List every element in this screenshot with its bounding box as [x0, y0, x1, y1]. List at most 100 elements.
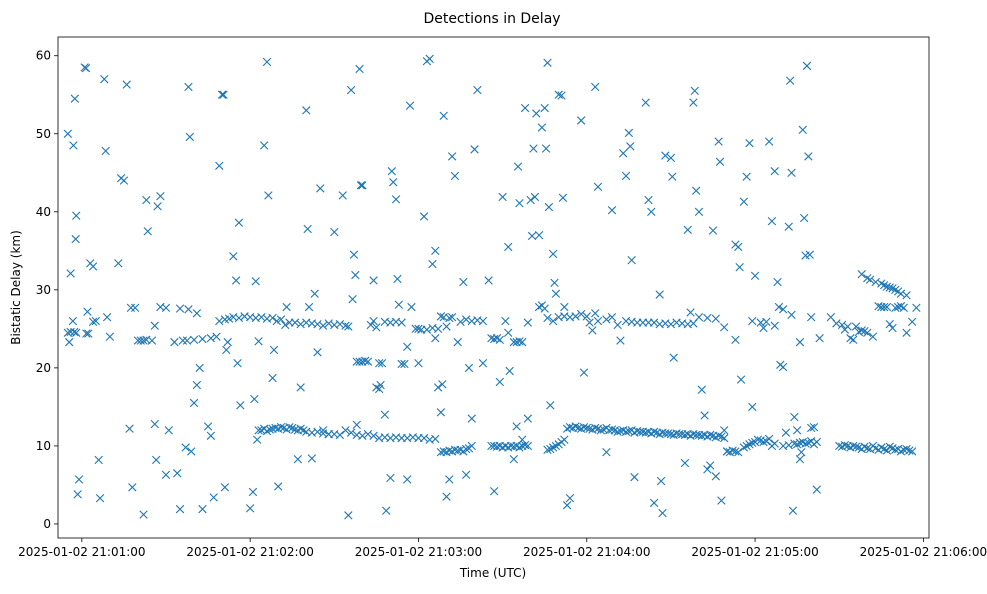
detection-point — [156, 192, 165, 201]
detection-point — [439, 111, 448, 121]
detection-point — [84, 329, 93, 338]
detection-point — [70, 94, 80, 103]
detection-point — [690, 86, 699, 96]
detection-point — [778, 305, 788, 314]
detection-point — [150, 321, 159, 330]
detection-point — [387, 167, 397, 176]
detection-point — [837, 320, 847, 330]
detection-point — [341, 426, 350, 435]
detection-point — [209, 493, 218, 502]
detection-point — [582, 423, 591, 433]
detection-point — [851, 322, 861, 331]
detection-point — [324, 319, 333, 328]
detection-point — [414, 359, 423, 368]
detection-point — [534, 231, 544, 240]
detection-point — [784, 440, 793, 450]
detection-point — [355, 64, 364, 74]
detection-point — [644, 195, 653, 205]
detection-point — [585, 318, 594, 327]
detection-point — [151, 455, 161, 465]
detection-point — [849, 335, 858, 344]
x-tick-label: 2025-01-02 21:04:00 — [523, 545, 650, 559]
detection-point — [431, 246, 440, 256]
detection-point — [100, 74, 109, 84]
detection-point — [436, 312, 446, 321]
detection-point — [515, 337, 524, 346]
detection-point — [550, 278, 559, 288]
detection-point — [252, 435, 262, 444]
detection-point — [74, 475, 84, 484]
detection-point — [764, 434, 774, 444]
detection-point — [290, 318, 300, 327]
detection-point — [792, 426, 802, 435]
detection-point — [484, 276, 493, 285]
detection-point — [706, 461, 715, 470]
detection-point — [731, 447, 740, 456]
detection-point — [470, 145, 479, 154]
detection-point — [369, 431, 378, 440]
detection-point — [438, 380, 447, 389]
detection-point — [316, 184, 325, 193]
detection-point — [785, 76, 795, 85]
detection-point — [269, 345, 279, 355]
detection-point — [543, 313, 552, 323]
detection-point — [467, 414, 476, 423]
detection-point — [905, 446, 914, 455]
detection-point — [812, 437, 821, 447]
detection-point — [206, 334, 216, 343]
detection-point — [607, 425, 617, 434]
detection-point — [356, 181, 366, 190]
detection-point — [419, 433, 429, 443]
detection-point — [551, 289, 561, 298]
detection-point — [143, 227, 152, 236]
detection-point — [518, 435, 527, 444]
detection-point — [69, 141, 78, 150]
detection-point — [649, 318, 659, 327]
chart-title: Detections in Delay — [423, 11, 560, 27]
detection-point — [621, 171, 631, 181]
detection-point — [175, 504, 185, 514]
series-3 — [63, 54, 821, 520]
detection-point — [694, 207, 704, 216]
detection-point — [627, 255, 636, 265]
detection-point — [579, 368, 589, 377]
x-axis-ticks: 2025-01-02 21:01:00 2025-01-02 21:02:00 20… — [18, 538, 987, 559]
detection-point — [397, 359, 406, 369]
detection-point — [203, 422, 213, 431]
detection-point — [142, 195, 151, 205]
detection-point — [414, 324, 423, 334]
detection-point — [512, 422, 521, 431]
detection-point — [346, 428, 356, 437]
detection-point — [303, 224, 312, 234]
detection-point — [105, 332, 115, 341]
detection-point — [576, 116, 586, 125]
detection-point — [548, 316, 558, 326]
detection-point — [101, 146, 110, 156]
detection-point — [63, 129, 73, 138]
detection-point — [882, 282, 892, 291]
detection-point — [375, 359, 384, 368]
detection-point — [882, 446, 892, 455]
detection-point — [335, 319, 345, 329]
detection-point — [882, 302, 892, 312]
detection-point — [348, 295, 357, 304]
detection-point — [656, 476, 666, 486]
detection-point — [748, 438, 757, 447]
detection-point — [798, 125, 807, 135]
detection-point — [590, 309, 600, 318]
detection-point — [236, 401, 245, 410]
detection-point — [649, 427, 659, 437]
detection-point — [318, 426, 328, 435]
y-tick-label: 10 — [36, 439, 51, 453]
detection-point — [431, 334, 440, 343]
detection-point — [473, 85, 482, 95]
detection-point — [661, 151, 670, 160]
detection-point — [330, 227, 339, 237]
detection-point — [788, 506, 798, 515]
detection-point — [857, 326, 866, 335]
detection-point — [344, 322, 353, 331]
detection-point — [885, 283, 894, 292]
detection-point — [495, 335, 505, 344]
detection-point — [425, 54, 434, 64]
